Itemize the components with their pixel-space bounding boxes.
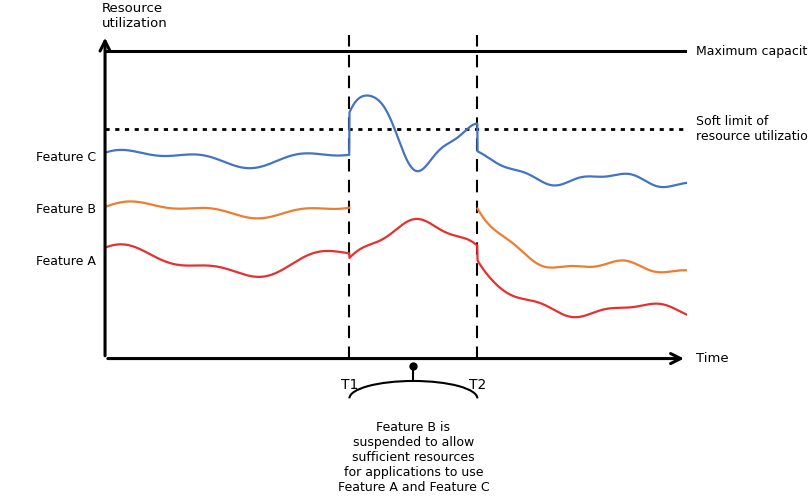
Text: T1: T1 [341, 378, 358, 392]
Text: Feature A: Feature A [36, 255, 96, 268]
Text: Feature B: Feature B [36, 203, 96, 216]
Text: Soft limit of
resource utilization: Soft limit of resource utilization [696, 115, 808, 143]
Text: T2: T2 [469, 378, 486, 392]
Text: Maximum capacity: Maximum capacity [696, 44, 808, 58]
Text: Resource
utilization: Resource utilization [102, 2, 168, 30]
Text: Time: Time [696, 352, 728, 365]
Text: Feature C: Feature C [36, 151, 96, 164]
Text: Feature B is
suspended to allow
sufficient resources
for applications to use
Fea: Feature B is suspended to allow sufficie… [338, 421, 489, 494]
